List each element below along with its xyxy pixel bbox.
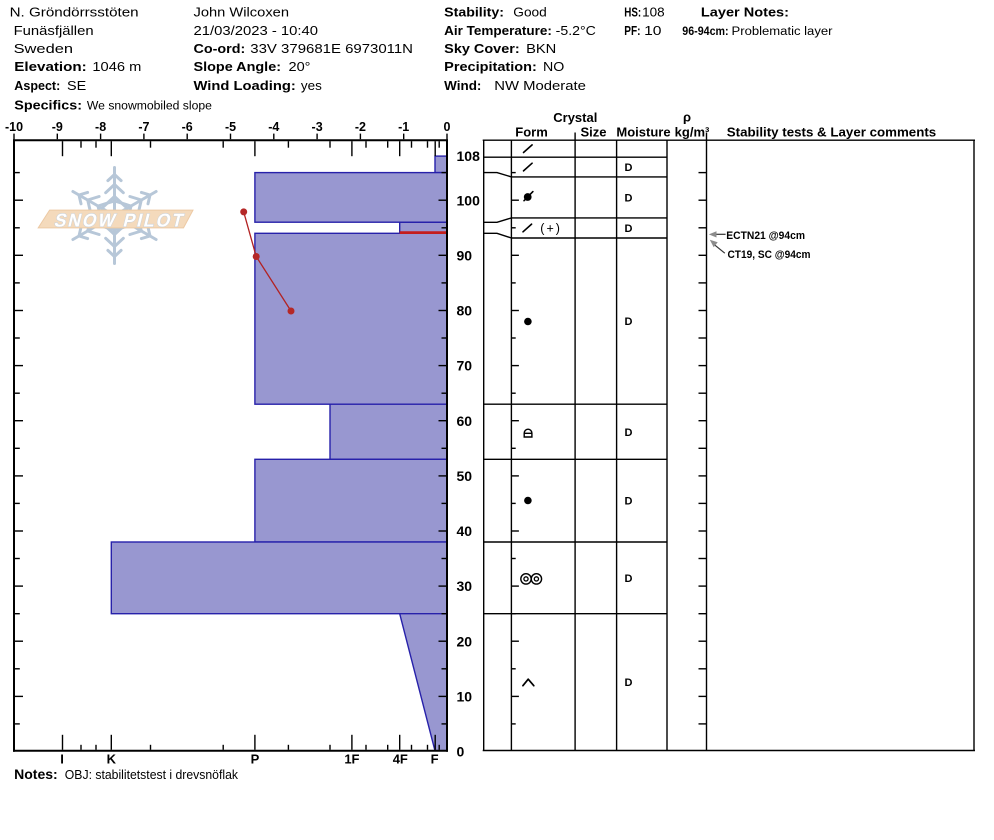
svg-text:D: D — [625, 316, 633, 328]
svg-text:BKN: BKN — [526, 41, 556, 56]
svg-text:20: 20 — [457, 633, 473, 649]
svg-text:Stability tests & Layer commen: Stability tests & Layer comments — [727, 125, 936, 140]
svg-text:-3: -3 — [312, 120, 323, 134]
svg-text:Specifics:: Specifics: — [14, 97, 82, 112]
svg-text:Funäsfjällen: Funäsfjällen — [14, 23, 94, 38]
svg-text:-9: -9 — [52, 120, 63, 134]
svg-text:96-94cm:: 96-94cm: — [682, 26, 728, 38]
svg-text:Slope Angle:: Slope Angle: — [194, 59, 282, 74]
svg-text:30: 30 — [457, 578, 473, 594]
svg-text:Notes:: Notes: — [14, 766, 58, 782]
svg-text:Wind Loading:: Wind Loading: — [194, 78, 296, 93]
svg-text:60: 60 — [457, 413, 473, 429]
svg-text:SE: SE — [67, 78, 87, 93]
svg-text:D: D — [625, 162, 633, 174]
svg-text:Moisture: Moisture — [616, 125, 670, 140]
svg-text:0: 0 — [444, 120, 451, 134]
svg-text:Layer Notes:: Layer Notes: — [701, 5, 789, 20]
svg-text:20°: 20° — [289, 59, 311, 74]
svg-text:yes: yes — [301, 78, 322, 93]
svg-text:-5.2°C: -5.2°C — [556, 23, 596, 38]
svg-text:D: D — [625, 496, 633, 508]
svg-text:Air Temperature:: Air Temperature: — [444, 23, 552, 38]
svg-text:108: 108 — [642, 5, 665, 20]
svg-text:PF:: PF: — [624, 23, 640, 38]
svg-text:108: 108 — [457, 148, 481, 164]
svg-text:D: D — [625, 427, 633, 439]
svg-text:OBJ: stabilitetstest i drevsnö: OBJ: stabilitetstest i drevsnöflak — [65, 768, 239, 782]
svg-text:SNOW PILOT: SNOW PILOT — [53, 210, 188, 231]
svg-text:10: 10 — [644, 23, 661, 38]
svg-text:10: 10 — [457, 689, 473, 705]
svg-text:ECTN21 @94cm: ECTN21 @94cm — [726, 230, 805, 242]
svg-text:4F: 4F — [393, 752, 408, 767]
svg-text:33V 379681E 6973011N: 33V 379681E 6973011N — [250, 41, 413, 56]
svg-text:50: 50 — [457, 468, 473, 484]
svg-text:Precipitation:: Precipitation: — [444, 59, 537, 74]
svg-text:Form: Form — [515, 125, 548, 140]
svg-text:-4: -4 — [268, 120, 279, 134]
svg-text:-7: -7 — [138, 120, 149, 134]
svg-text:80: 80 — [457, 303, 473, 319]
svg-text:-6: -6 — [182, 120, 193, 134]
svg-text:N. Gröndörrsstöten: N. Gröndörrsstöten — [10, 5, 139, 20]
svg-text:Problematic layer: Problematic layer — [732, 26, 833, 38]
svg-text:-1: -1 — [398, 120, 409, 134]
svg-text:D: D — [625, 677, 633, 689]
svg-text:NO: NO — [543, 59, 564, 74]
svg-text:70: 70 — [457, 358, 473, 374]
svg-text:D: D — [625, 223, 633, 235]
svg-text:D: D — [625, 573, 633, 585]
svg-text:0: 0 — [457, 744, 465, 760]
svg-text:100: 100 — [457, 192, 481, 208]
svg-text:Sweden: Sweden — [14, 41, 73, 56]
svg-text:Wind:: Wind: — [444, 78, 481, 93]
svg-text:D: D — [625, 192, 633, 204]
svg-text:I: I — [60, 752, 64, 767]
svg-text:HS:: HS: — [624, 5, 641, 20]
svg-text:Sky Cover:: Sky Cover: — [444, 41, 520, 56]
svg-text:1F: 1F — [344, 752, 359, 767]
svg-text:Crystal: Crystal — [553, 110, 597, 125]
svg-text:90: 90 — [457, 247, 473, 263]
svg-text:-10: -10 — [5, 120, 23, 134]
svg-text:We snowmobiled slope: We snowmobiled slope — [87, 100, 212, 112]
svg-text:P: P — [251, 752, 260, 767]
svg-text:John Wilcoxen: John Wilcoxen — [194, 5, 290, 20]
svg-text:40: 40 — [457, 523, 473, 539]
svg-text:21/03/2023 - 10:40: 21/03/2023 - 10:40 — [194, 23, 319, 38]
svg-text:ρ: ρ — [683, 110, 691, 125]
svg-text:Elevation:: Elevation: — [14, 59, 86, 74]
svg-text:(+): (+) — [540, 222, 562, 236]
svg-text:-2: -2 — [355, 120, 366, 134]
svg-text:-8: -8 — [95, 120, 106, 134]
svg-text:Size: Size — [580, 125, 606, 140]
svg-text:Aspect:: Aspect: — [14, 78, 60, 93]
svg-text:Stability:: Stability: — [444, 5, 504, 20]
svg-text:NW Moderate: NW Moderate — [494, 78, 586, 93]
svg-text:F: F — [431, 752, 439, 767]
svg-text:-5: -5 — [225, 120, 236, 134]
svg-text:Good: Good — [513, 5, 547, 20]
svg-text:K: K — [107, 752, 117, 767]
svg-text:CT19, SC @94cm: CT19, SC @94cm — [728, 249, 811, 261]
svg-text:kg/m³: kg/m³ — [675, 125, 710, 140]
svg-text:Co-ord:: Co-ord: — [194, 41, 246, 56]
svg-text:1046 m: 1046 m — [92, 59, 141, 74]
